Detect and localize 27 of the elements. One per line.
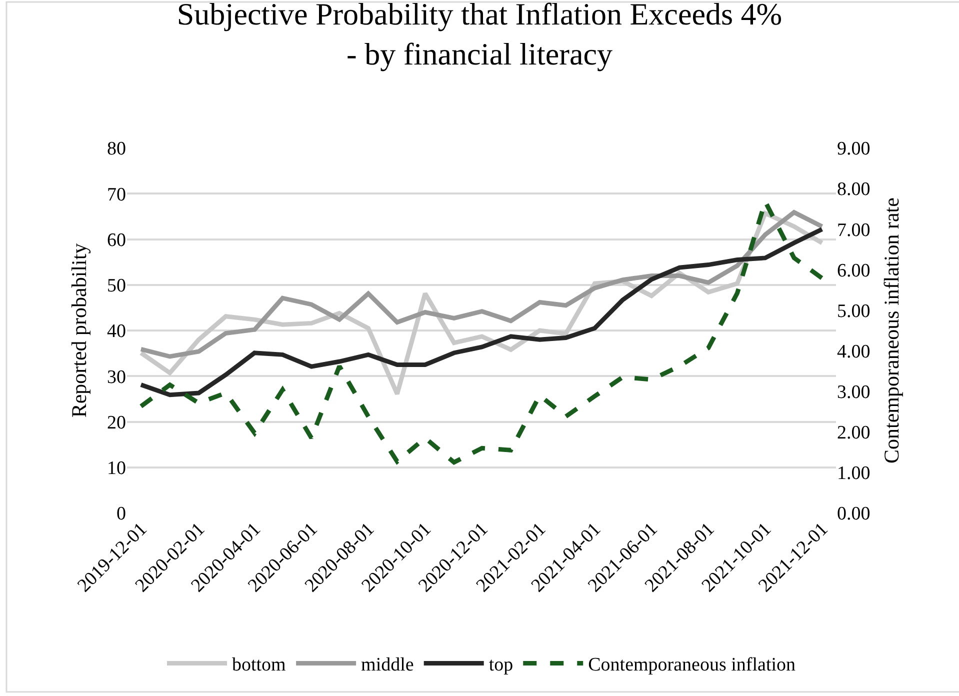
y2-tick-label: 2.00 <box>837 422 870 444</box>
y-tick-label: 60 <box>107 230 126 251</box>
y-tick-label: 80 <box>107 138 126 160</box>
y2-tick-label: 3.00 <box>837 382 870 403</box>
y2-axis-title: Contemporaneous inflation rate <box>879 198 904 464</box>
chart-title: Subjective Probability that Inflation Exceeds 4% - by financial literacy <box>176 0 782 72</box>
y2-tick-label: 9.00 <box>837 138 870 160</box>
y2-tick-label: 1.00 <box>837 463 870 484</box>
legend-label: Contemporaneous inflation <box>588 654 796 676</box>
y-tick-label: 40 <box>107 321 126 342</box>
y2-tick-label: 5.00 <box>837 300 870 322</box>
line-series <box>138 210 824 359</box>
y2-tick-label: 6.00 <box>837 260 870 282</box>
y2-tick-label: 0.00 <box>837 504 870 525</box>
y2-tick-label: 8.00 <box>837 179 870 200</box>
y-tick-label: 20 <box>107 412 126 434</box>
y-tick-label: 50 <box>107 276 126 297</box>
y2-tick-label: 4.00 <box>837 341 870 362</box>
y2-tick-label: 7.00 <box>837 220 870 241</box>
y-tick-label: 30 <box>107 366 126 388</box>
y-tick-label: 70 <box>107 184 126 206</box>
y-axis-title: Reported probability <box>67 242 92 418</box>
legend-label: middle <box>361 654 414 676</box>
legend-label: top <box>488 654 514 676</box>
legend-label: bottom <box>232 654 286 676</box>
y-tick-label: 10 <box>107 458 126 480</box>
y-tick-label: 0 <box>116 504 126 525</box>
